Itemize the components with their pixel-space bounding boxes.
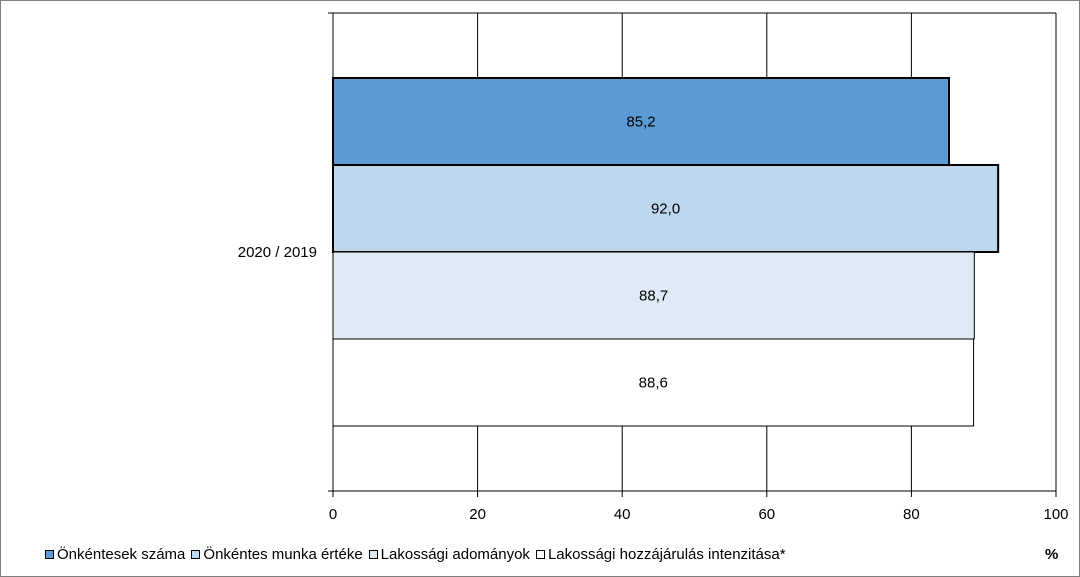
legend: Önkéntesek száma Önkéntes munka értéke L…	[45, 542, 792, 566]
legend-swatch	[535, 549, 545, 559]
x-tick-label: 60	[758, 506, 775, 523]
legend-label: Önkéntesek száma	[57, 545, 186, 563]
legend-swatch	[191, 549, 201, 559]
legend-label: Lakossági adományok	[380, 545, 530, 563]
legend-item-lakossagi-hozzajarulas: Lakossági hozzájárulás intenzitása*	[535, 545, 786, 563]
unit-label: %	[1045, 546, 1059, 563]
bar	[332, 338, 975, 427]
x-tick-label: 20	[469, 506, 486, 523]
data-label: 92,0	[651, 201, 680, 218]
x-tick-label: 40	[614, 506, 631, 523]
legend-swatch	[368, 549, 378, 559]
data-label: 88,6	[639, 375, 668, 392]
data-label: 85,2	[626, 114, 655, 131]
bar	[332, 251, 975, 340]
legend-label: Lakossági hozzájárulás intenzitása*	[547, 545, 786, 563]
x-tick-label: 80	[903, 506, 920, 523]
x-tick-label: 100	[1043, 506, 1068, 523]
x-tick-label: 0	[329, 506, 337, 523]
y-tick-label: 2020 / 2019	[238, 244, 317, 261]
legend-swatch	[45, 549, 54, 559]
bar-chart: 85,2 92,0 88,7 88,6 2020 / 2019 0 20 40 60 80 100	[238, 12, 1069, 523]
data-label: 88,7	[639, 288, 668, 305]
legend-label: Önkéntes munka értéke	[203, 545, 363, 563]
legend-item-onkentes-munka-erteke: Önkéntes munka értéke	[191, 545, 363, 563]
legend-item-lakossagi-adomanyok: Lakossági adományok	[368, 545, 530, 563]
legend-item-onkentesek-szama: Önkéntesek száma	[45, 546, 185, 563]
